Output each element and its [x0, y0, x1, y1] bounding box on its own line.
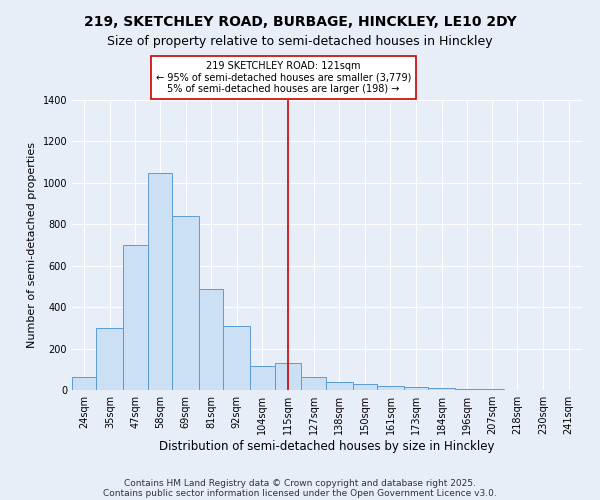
- Bar: [72, 376, 97, 390]
- Bar: [250, 366, 275, 390]
- Text: 219 SKETCHLEY ROAD: 121sqm
← 95% of semi-detached houses are smaller (3,779)
5% : 219 SKETCHLEY ROAD: 121sqm ← 95% of semi…: [156, 61, 411, 94]
- Bar: [275, 363, 301, 390]
- Text: Size of property relative to semi-detached houses in Hinckley: Size of property relative to semi-detach…: [107, 35, 493, 48]
- Text: 219, SKETCHLEY ROAD, BURBAGE, HINCKLEY, LE10 2DY: 219, SKETCHLEY ROAD, BURBAGE, HINCKLEY, …: [83, 15, 517, 29]
- Bar: [479, 389, 504, 390]
- Bar: [97, 328, 123, 390]
- Bar: [223, 326, 250, 390]
- X-axis label: Distribution of semi-detached houses by size in Hinckley: Distribution of semi-detached houses by …: [159, 440, 495, 453]
- Text: Contains public sector information licensed under the Open Government Licence v3: Contains public sector information licen…: [103, 488, 497, 498]
- Bar: [455, 389, 479, 390]
- Bar: [172, 216, 199, 390]
- Bar: [353, 384, 377, 390]
- Y-axis label: Number of semi-detached properties: Number of semi-detached properties: [27, 142, 37, 348]
- Bar: [301, 376, 326, 390]
- Bar: [326, 382, 353, 390]
- Bar: [377, 386, 404, 390]
- Bar: [148, 172, 172, 390]
- Text: Contains HM Land Registry data © Crown copyright and database right 2025.: Contains HM Land Registry data © Crown c…: [124, 478, 476, 488]
- Bar: [199, 288, 223, 390]
- Bar: [428, 388, 455, 390]
- Bar: [404, 387, 428, 390]
- Bar: [123, 245, 148, 390]
